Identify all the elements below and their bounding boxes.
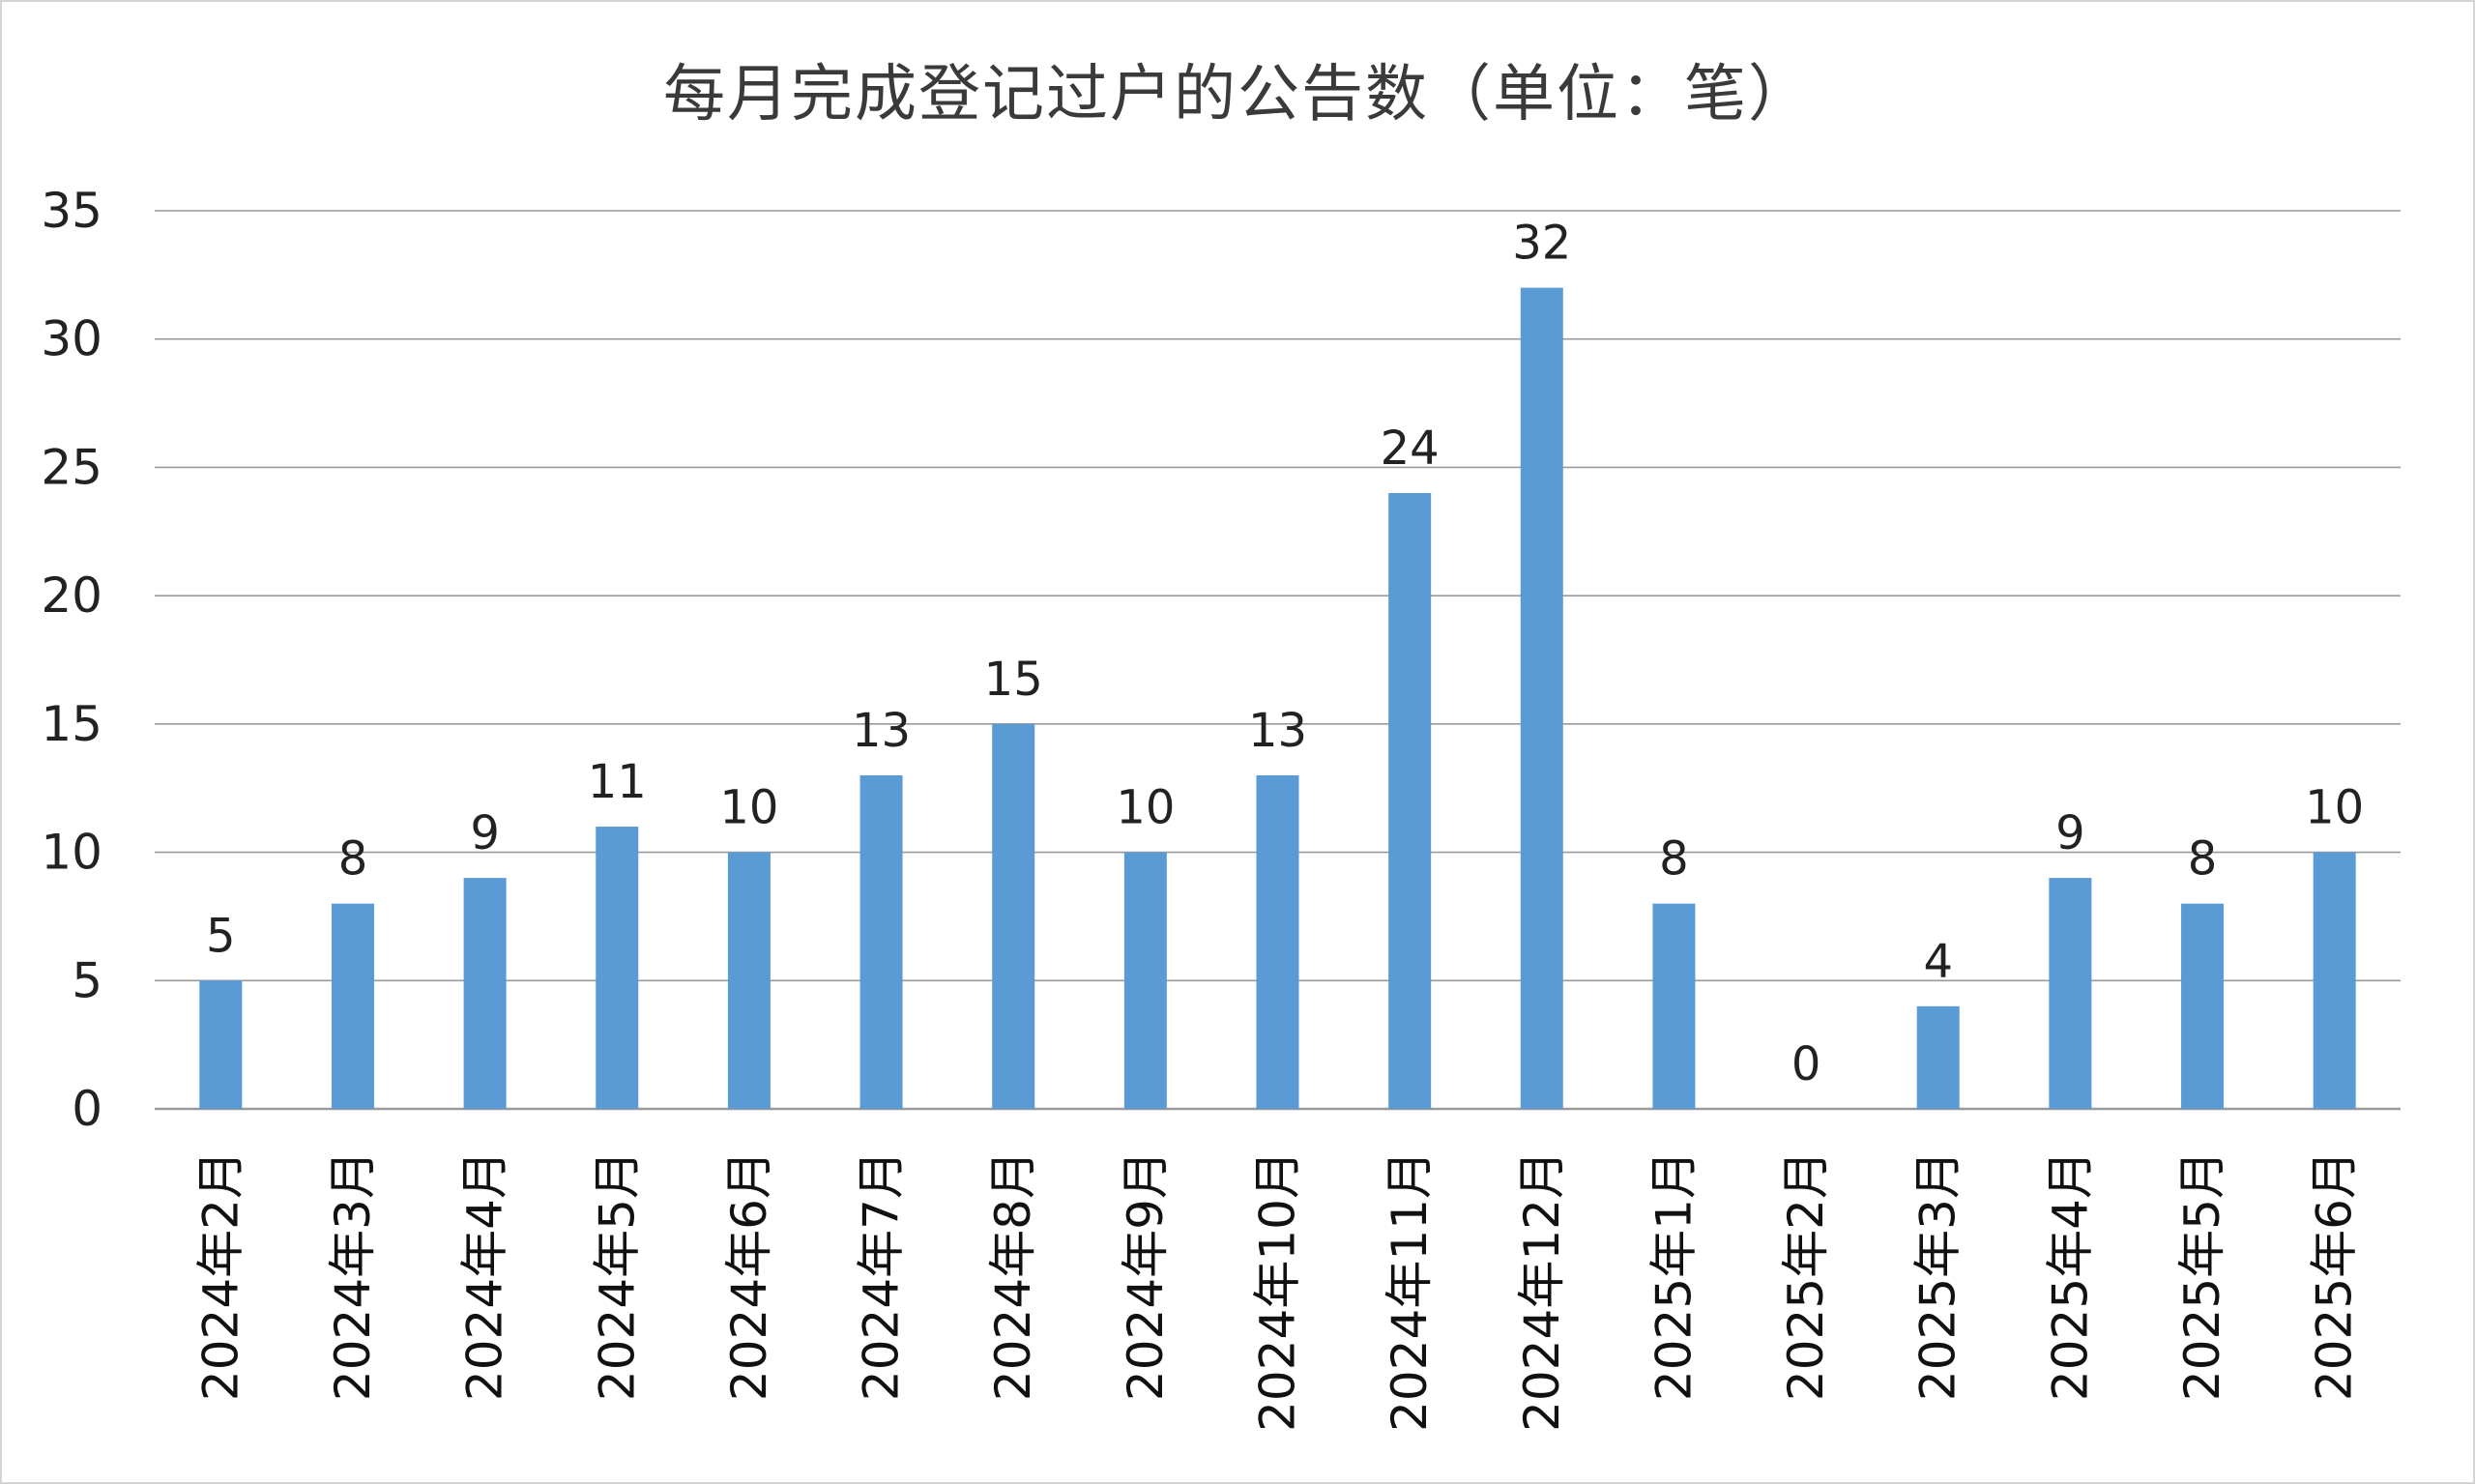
bars bbox=[199, 287, 2356, 1110]
bar bbox=[992, 723, 1035, 1109]
data-label: 11 bbox=[588, 755, 647, 809]
data-label: 10 bbox=[1116, 781, 1175, 835]
x-category-label: 2024年5月 bbox=[589, 1150, 645, 1401]
y-tick-label: 10 bbox=[41, 825, 102, 881]
data-label: 8 bbox=[1659, 832, 1689, 887]
x-category-label: 2024年3月 bbox=[325, 1150, 381, 1401]
y-tick-label: 25 bbox=[41, 439, 102, 495]
x-category-label: 2024年4月 bbox=[457, 1150, 513, 1401]
y-tick-label: 5 bbox=[72, 952, 102, 1008]
data-label: 0 bbox=[1791, 1037, 1821, 1091]
data-label: 9 bbox=[2055, 806, 2085, 860]
data-label: 13 bbox=[1248, 704, 1307, 758]
data-label: 4 bbox=[1923, 935, 1953, 989]
y-tick-label: 0 bbox=[72, 1081, 102, 1137]
x-category-label: 2025年6月 bbox=[2307, 1150, 2363, 1401]
data-label: 32 bbox=[1512, 217, 1571, 271]
bar bbox=[596, 827, 639, 1109]
data-label: 10 bbox=[719, 781, 778, 835]
bar bbox=[2181, 903, 2225, 1109]
data-label: 13 bbox=[852, 704, 911, 758]
x-category-label: 2024年7月 bbox=[854, 1150, 910, 1401]
bar bbox=[463, 878, 507, 1109]
bar bbox=[2313, 852, 2356, 1109]
y-tick-label: 20 bbox=[41, 567, 102, 624]
x-category-label: 2025年2月 bbox=[1778, 1150, 1834, 1401]
x-category-label: 2024年11月 bbox=[1382, 1150, 1438, 1432]
bar bbox=[1916, 1005, 1960, 1109]
x-category-label: 2024年10月 bbox=[1250, 1150, 1306, 1432]
bar bbox=[1520, 287, 1563, 1110]
x-category-label: 2024年8月 bbox=[985, 1150, 1041, 1401]
data-label: 24 bbox=[1381, 422, 1440, 476]
bar bbox=[1652, 903, 1696, 1109]
data-labels: 5 8 9 11 10 13 15 10 13 24 32 8 0 4 9 8 10 bbox=[206, 217, 2364, 1091]
x-category-label: 2025年1月 bbox=[1645, 1150, 1702, 1401]
data-label: 8 bbox=[338, 832, 368, 887]
bar bbox=[199, 980, 243, 1109]
x-category-label: 2024年6月 bbox=[721, 1150, 777, 1401]
data-label: 15 bbox=[984, 653, 1043, 707]
x-category-label: 2025年3月 bbox=[1910, 1150, 1966, 1401]
x-category-label: 2025年5月 bbox=[2174, 1150, 2230, 1401]
bar bbox=[331, 903, 374, 1109]
data-label: 9 bbox=[470, 806, 500, 860]
y-tick-label: 30 bbox=[41, 311, 102, 367]
chart-title: 每月完成登记过户的公告数（单位：笔） bbox=[663, 59, 1812, 131]
bar bbox=[2049, 878, 2092, 1109]
x-category-label: 2024年2月 bbox=[192, 1150, 248, 1401]
y-tick-label: 15 bbox=[41, 696, 102, 752]
bar bbox=[1388, 492, 1432, 1109]
data-label: 5 bbox=[206, 909, 236, 963]
x-category-label: 2024年9月 bbox=[1118, 1150, 1174, 1401]
data-label: 10 bbox=[2305, 781, 2364, 835]
x-category-label: 2025年4月 bbox=[2042, 1150, 2098, 1401]
data-label: 8 bbox=[2188, 832, 2218, 887]
bar bbox=[727, 852, 771, 1109]
bar bbox=[1123, 852, 1167, 1109]
x-category-label: 2024年12月 bbox=[1514, 1150, 1570, 1432]
bar bbox=[1256, 774, 1299, 1109]
y-tick-label: 35 bbox=[41, 183, 102, 239]
bar bbox=[859, 774, 903, 1109]
y-axis-ticks: 0 5 10 15 20 25 30 35 bbox=[41, 183, 102, 1137]
x-axis-categories: 2024年2月 2024年3月 2024年4月 2024年5月 2024年6月 2024年… bbox=[192, 1150, 2362, 1432]
